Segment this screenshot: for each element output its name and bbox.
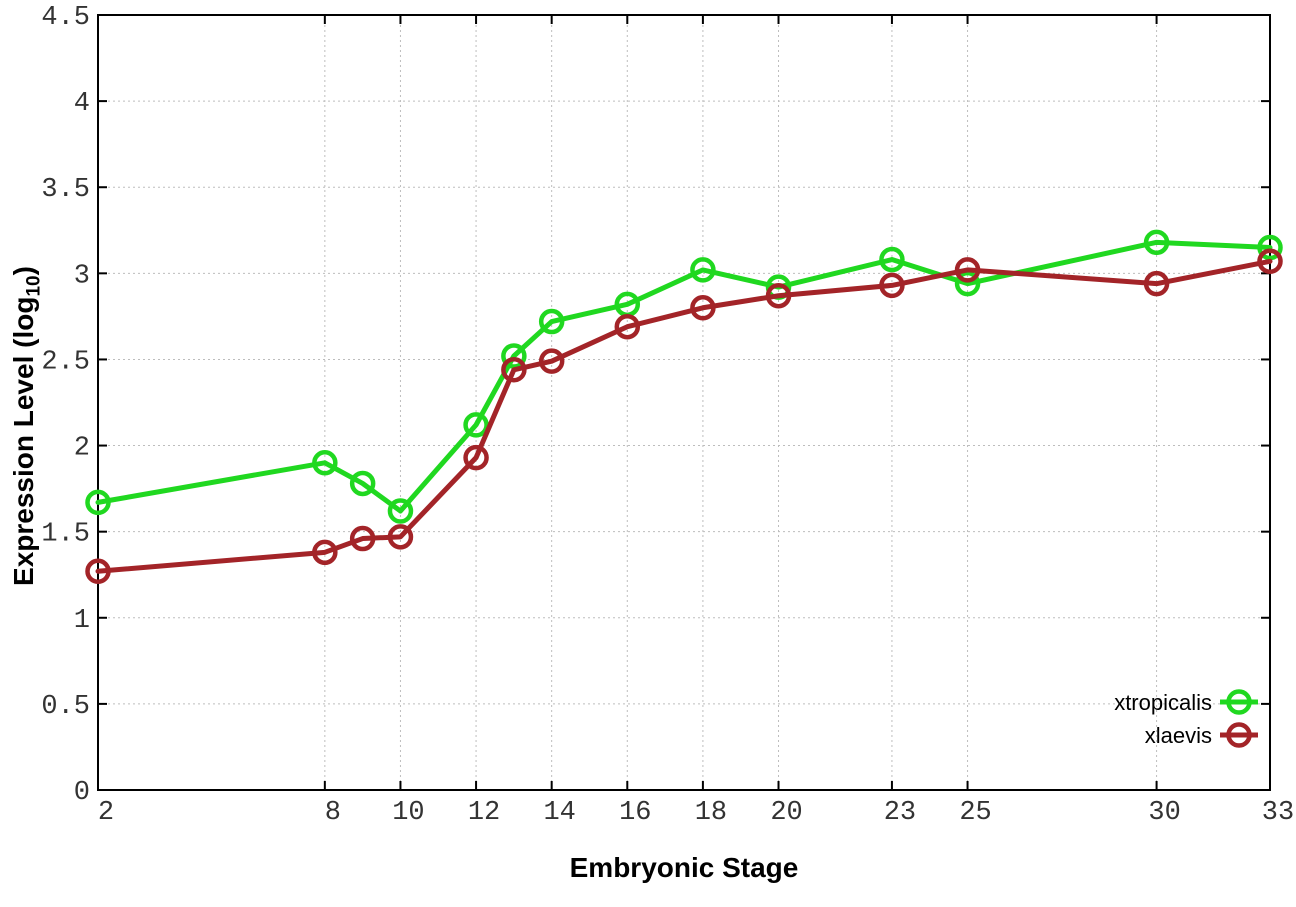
data-point-xtropicalis	[387, 498, 414, 524]
x-tick-label: 14	[543, 798, 575, 828]
y-tick-label: 2	[74, 434, 90, 464]
series-line-xtropicalis	[95, 239, 1273, 514]
y-tick-label: 4	[74, 89, 90, 119]
y-tick-label: 0.5	[41, 692, 90, 722]
y-axis-title: Expression Level (log10)	[8, 176, 45, 676]
y-axis-title-subscript: 10	[23, 275, 45, 297]
data-point-xlaevis	[1143, 270, 1170, 297]
y-tick-label: 4.5	[41, 3, 90, 33]
data-point-xlaevis	[387, 524, 414, 550]
data-point-xlaevis	[954, 257, 981, 283]
data-point-xlaevis	[312, 539, 338, 566]
x-tick-label: 16	[619, 798, 651, 828]
plot-border	[97, 14, 1271, 791]
data-point-xtropicalis	[538, 308, 565, 335]
x-tick-label: 25	[959, 798, 991, 828]
x-tick-label: 30	[1148, 798, 1180, 828]
data-point-xtropicalis	[501, 343, 527, 369]
x-tick-label: 10	[392, 798, 424, 828]
data-point-xlaevis	[85, 558, 111, 585]
series-line-xlaevis	[95, 258, 1273, 574]
x-axis-title: Embryonic Stage	[569, 852, 799, 883]
data-point-xlaevis	[538, 348, 565, 374]
data-point-xtropicalis	[85, 489, 111, 516]
data-point-xtropicalis	[312, 450, 338, 476]
y-axis-title-text: Expression Level (log	[8, 296, 39, 586]
data-point-xtropicalis	[1257, 234, 1283, 261]
data-point-xlaevis	[879, 272, 905, 299]
x-tick-label: 12	[468, 798, 500, 828]
y-tick-label: 1.5	[41, 520, 90, 550]
y-tick-label: 3.5	[41, 175, 90, 205]
legend-marker-xtropicalis	[1226, 689, 1252, 715]
data-point-xlaevis	[614, 313, 641, 340]
y-tick-label: 2.5	[41, 347, 90, 377]
x-tick-label: 20	[770, 798, 802, 828]
y-axis-title-close: )	[8, 266, 39, 276]
y-tick-label: 3	[74, 261, 90, 291]
data-point-xlaevis	[1257, 248, 1283, 275]
data-point-xtropicalis	[879, 246, 905, 273]
legend-label-xtropicalis: xtropicalis	[1114, 690, 1212, 715]
data-point-xlaevis	[463, 444, 489, 471]
data-point-xlaevis	[765, 282, 792, 309]
data-point-xlaevis	[349, 525, 376, 552]
data-point-xlaevis	[501, 357, 527, 383]
data-point-xlaevis	[690, 295, 716, 321]
x-tick-label: 18	[695, 798, 727, 828]
x-tick-label: 33	[1262, 798, 1294, 828]
legend-label-xlaevis: xlaevis	[1145, 723, 1212, 748]
x-tick-label: 8	[325, 798, 341, 828]
data-point-xtropicalis	[463, 412, 489, 438]
data-point-xtropicalis	[1143, 229, 1170, 256]
y-tick-label: 1	[74, 606, 90, 636]
x-tick-label: 2	[98, 798, 114, 828]
data-point-xtropicalis	[954, 270, 981, 297]
legend-marker-xlaevis	[1226, 722, 1252, 748]
y-tick-label: 0	[74, 778, 90, 808]
data-point-xtropicalis	[690, 257, 716, 283]
data-point-xtropicalis	[349, 470, 376, 497]
x-tick-label: 23	[884, 798, 916, 828]
